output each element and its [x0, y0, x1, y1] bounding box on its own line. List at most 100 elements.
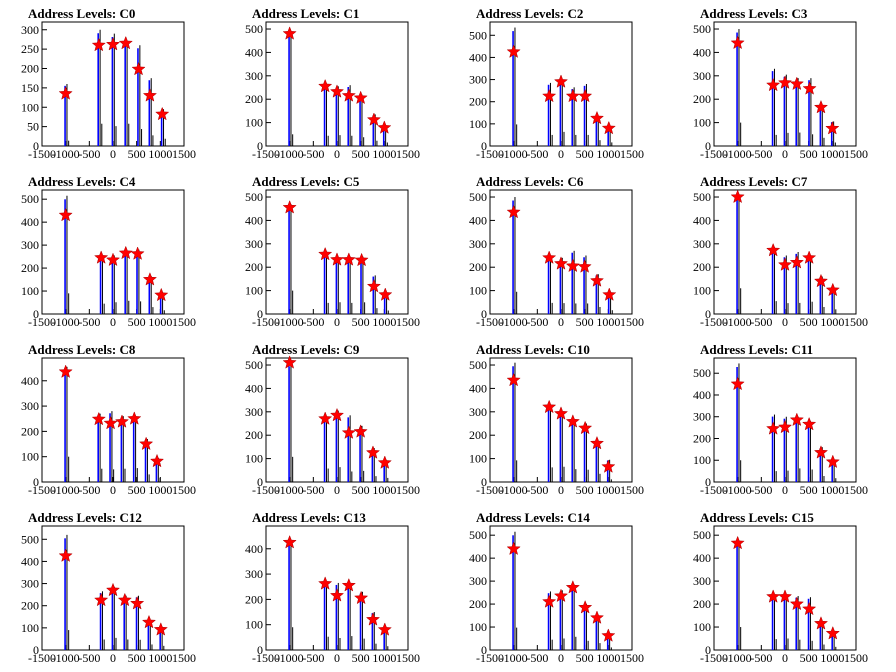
x-tick-label: -1000 [724, 147, 752, 161]
x-tick-label: 0 [334, 147, 340, 161]
y-tick-label: 500 [21, 532, 39, 546]
peak-marker [578, 88, 593, 103]
y-tick-label: 400 [21, 374, 39, 388]
y-tick-label: 0 [705, 307, 711, 321]
x-tick-label: -500 [526, 651, 548, 665]
peak-marker [318, 246, 333, 261]
panel-title: Address Levels: C8 [28, 342, 136, 357]
x-tick-label: -500 [526, 483, 548, 497]
panel-c8: Address Levels: C8 0 100 200 300 400 -1500-100… [21, 342, 196, 497]
x-tick-label: -500 [750, 315, 772, 329]
x-tick-label: -1000 [724, 315, 752, 329]
x-tick-label: 1500 [396, 483, 420, 497]
y-tick-label: 200 [245, 428, 263, 442]
peak-marker [58, 86, 73, 100]
panel-c4: Address Levels: C40100200300400500-1500-… [21, 174, 196, 329]
x-tick-label: 0 [782, 147, 788, 161]
y-tick-label: 500 [469, 358, 487, 372]
y-tick-label: 200 [245, 260, 263, 274]
panel-title: Address Levels: C10 [476, 342, 590, 357]
peak-marker [58, 364, 73, 378]
peak-marker [103, 415, 118, 430]
x-tick-label: -1500 [700, 483, 728, 497]
peak-marker [789, 255, 804, 269]
y-tick-label: 0 [257, 643, 263, 657]
panel-title: Address Levels: C9 [252, 342, 360, 357]
x-tick-label: 1500 [620, 315, 644, 329]
peak-marker [802, 416, 817, 431]
peak-marker [118, 245, 133, 260]
peak-marker [542, 399, 557, 414]
y-tick-label: 500 [693, 190, 711, 204]
y-tick-label: 100 [245, 116, 263, 130]
y-tick-label: 400 [21, 215, 39, 229]
peak-marker [131, 61, 146, 76]
x-tick-label: -1500 [476, 315, 504, 329]
x-tick-label: 1000 [820, 651, 844, 665]
y-tick-label: 200 [469, 95, 487, 109]
peak-marker [777, 589, 793, 603]
peak-marker [578, 420, 593, 435]
y-tick-label: 500 [245, 358, 263, 372]
y-tick-label: 100 [21, 450, 39, 464]
x-tick-label: 0 [110, 147, 116, 161]
peak-marker [282, 355, 297, 369]
peak-marker [601, 459, 616, 473]
x-tick-label: 1000 [596, 147, 620, 161]
x-tick-label: 500 [352, 651, 370, 665]
peak-marker [377, 622, 392, 636]
y-tick-label: 100 [693, 116, 711, 130]
panel-title: Address Levels: C5 [252, 174, 360, 189]
x-tick-label: 1000 [148, 315, 172, 329]
peak-marker [94, 592, 109, 607]
peak-marker [730, 535, 745, 550]
peak-marker [354, 590, 369, 605]
x-tick-label: -500 [750, 651, 772, 665]
panel-c9: Address Levels: C90100200300400500-1500-… [245, 342, 420, 497]
peak-marker [777, 75, 793, 89]
x-tick-label: 1500 [172, 147, 196, 161]
y-tick-label: 500 [693, 22, 711, 36]
x-tick-label: 1000 [148, 651, 172, 665]
x-tick-label: 500 [576, 651, 594, 665]
panel-c5: Address Levels: C50100200300400500-1500-… [245, 174, 420, 329]
y-tick-label: 500 [245, 22, 263, 36]
y-tick-label: 300 [469, 237, 487, 251]
peak-marker [142, 88, 158, 102]
y-tick-label: 400 [245, 45, 263, 59]
panel-title: Address Levels: C11 [700, 342, 813, 357]
x-tick-label: 1000 [372, 651, 396, 665]
x-tick-label: -1000 [500, 147, 528, 161]
peak-marker [802, 81, 817, 95]
peak-marker [766, 77, 781, 92]
peak-marker [730, 376, 745, 391]
y-tick-label: 50 [27, 120, 39, 134]
peak-marker [105, 252, 121, 267]
x-tick-label: -1000 [52, 483, 80, 497]
y-tick-label: 0 [257, 475, 263, 489]
peak-marker [777, 419, 793, 434]
x-tick-label: 0 [110, 315, 116, 329]
peak-marker [58, 207, 73, 222]
panel-c14: Address Levels: C14 0 100 200 300 400 500 -1500… [469, 510, 644, 665]
x-tick-label: 500 [352, 147, 370, 161]
y-tick-label: 0 [33, 139, 39, 153]
y-tick-label: 400 [693, 213, 711, 227]
panel-title: Address Levels: C3 [700, 6, 808, 21]
x-tick-label: 1000 [372, 147, 396, 161]
y-tick-label: 250 [21, 42, 39, 56]
x-tick-label: 1000 [820, 147, 844, 161]
x-tick-label: 500 [352, 315, 370, 329]
y-tick-label: 300 [245, 237, 263, 251]
peak-marker [366, 278, 382, 293]
peak-marker [341, 252, 356, 266]
y-tick-label: 200 [469, 260, 487, 274]
y-tick-label: 300 [245, 567, 263, 581]
x-tick-label: -500 [302, 315, 324, 329]
y-tick-label: 100 [469, 117, 487, 131]
peak-marker [589, 435, 605, 450]
y-tick-label: 100 [693, 284, 711, 298]
x-tick-label: -1000 [276, 483, 304, 497]
peak-marker [141, 614, 157, 629]
